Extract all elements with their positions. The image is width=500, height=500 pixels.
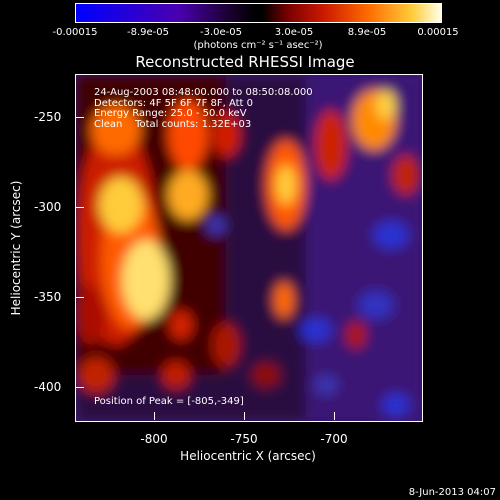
colorbar-tick: -3.0e-05: [200, 27, 242, 38]
time-range: 24-Aug-2003 08:48:00.000 to 08:50:08.000: [94, 87, 313, 98]
x-tick-label: -800: [140, 432, 168, 446]
colorbar-tick: 3.0e-05: [274, 27, 314, 38]
peak-position: Position of Peak = [-805,-349]: [94, 396, 244, 407]
colorbar-units: (photons cm⁻² s⁻¹ asec⁻²): [193, 40, 323, 51]
colorbar-tick: -8.9e-05: [127, 27, 169, 38]
plot-title: Reconstructed RHESSI Image: [135, 53, 355, 71]
colorbar-tick: 8.9e-05: [347, 27, 387, 38]
timestamp: 8-Jun-2013 04:07: [408, 487, 496, 498]
y-tick-label: -400: [34, 380, 62, 394]
x-tick-mark: [334, 412, 335, 420]
image-plot: 24-Aug-2003 08:48:00.000 to 08:50:08.000…: [75, 74, 423, 422]
x-tick-label: -750: [230, 432, 258, 446]
energy-range: Energy Range: 25.0 - 50.0 keV: [94, 108, 247, 119]
colorbar-tick: -0.00015: [52, 27, 98, 38]
y-axis-label: Heliocentric Y (arcsec): [9, 180, 23, 316]
rhessi-image: [76, 75, 422, 421]
colorbar-tick: 0.00015: [417, 27, 459, 38]
y-tick-mark: [76, 387, 84, 388]
observation-info: 24-Aug-2003 08:48:00.000 to 08:50:08.000…: [94, 87, 313, 130]
clean-info: Clean Total counts: 1.32E+03: [94, 118, 252, 130]
y-tick-mark: [76, 297, 84, 298]
x-axis-label: Heliocentric X (arcsec): [180, 449, 316, 463]
x-tick-mark: [244, 412, 245, 420]
y-tick-mark: [76, 117, 84, 118]
y-tick-mark: [76, 207, 84, 208]
detectors-info: Detectors: 4F 5F 6F 7F 8F, Att 0: [94, 97, 254, 109]
y-tick-label: -300: [34, 200, 62, 214]
x-tick-label: -700: [320, 432, 348, 446]
y-tick-label: -250: [34, 110, 62, 124]
x-tick-mark: [154, 412, 155, 420]
y-tick-label: -350: [34, 290, 62, 304]
colorbar: [75, 3, 442, 23]
